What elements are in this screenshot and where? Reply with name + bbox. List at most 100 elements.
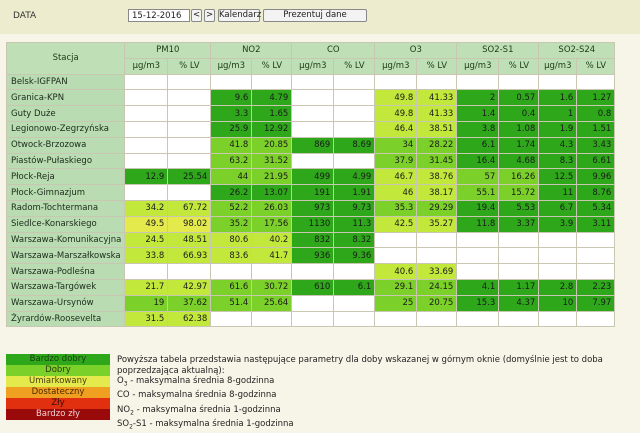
date-field[interactable]: 15-12-2016 <box>128 9 190 22</box>
measurement-cell <box>167 136 212 154</box>
calendar-button[interactable]: Kalendarz <box>218 9 262 22</box>
measurement-cell: 499 <box>291 168 335 186</box>
unit-header: % LV <box>333 57 376 75</box>
show-data-button[interactable]: Prezentuj dane <box>263 9 367 22</box>
measurement-cell <box>167 184 212 201</box>
measurement-cell: 46.4 <box>374 120 418 138</box>
unit-header: % LV <box>167 57 212 75</box>
station-name: Warszawa-Marszałkowska <box>5 247 126 265</box>
measurement-cell: 44 <box>210 168 253 186</box>
description-item: NO2 - maksymalna średnia 1-godzinna <box>117 405 632 419</box>
measurement-cell: 25.64 <box>251 294 293 312</box>
pollutant-header: SO2-S24 <box>538 42 616 59</box>
measurement-cell: 35.2 <box>210 215 253 233</box>
measurement-cell: 25 <box>374 294 418 312</box>
station-name: Siedlce-Konarskiego <box>5 215 126 233</box>
measurement-cell: 9.6 <box>210 89 253 107</box>
unit-header: µg/m3 <box>456 57 500 75</box>
table-row: Żyrardów-Roosevelta 31.5 62.38 <box>5 310 616 328</box>
measurement-cell <box>416 231 458 249</box>
station-name: Belsk-IGFPAN <box>5 73 126 91</box>
measurement-cell <box>498 231 540 249</box>
table-row: Otwock-Brzozowa 41.8 20.85 869 8.69 34 28.22 6.… <box>5 136 616 154</box>
measurement-cell: 37.62 <box>167 294 212 312</box>
measurement-cell <box>167 105 212 122</box>
measurement-cell: 3.8 <box>456 120 500 138</box>
legend-item: Bardzo zły <box>6 409 110 420</box>
measurement-cell: 8.69 <box>333 136 376 154</box>
parameter-description: - maksymalna średnia 1-godzinna <box>133 404 281 415</box>
table-row: Legionowo-Zegrzyńska 25.9 12.92 46.4 38.51 3.… <box>5 120 616 138</box>
measurement-cell <box>416 73 458 91</box>
measurement-cell: 34.2 <box>124 199 169 217</box>
pollutant-header-row: Stacja PM10 NO2 CO O3 SO2-S1 SO2-S24 <box>5 42 616 75</box>
unit-header: µg/m3 <box>124 57 169 75</box>
measurement-cell <box>374 73 418 91</box>
measurement-cell: 46 <box>374 184 418 201</box>
measurement-cell: 3.9 <box>538 215 578 233</box>
legend-item: Zły <box>6 398 110 409</box>
measurement-cell: 13.07 <box>251 184 293 201</box>
measurement-cell: 1.17 <box>498 278 540 296</box>
table-row: Warszawa-Marszałkowska 33.8 66.93 83.6 41.7 9… <box>5 247 616 265</box>
station-name: Radom-Tochtermana <box>5 199 126 217</box>
parameter-symbol: CO <box>117 390 130 401</box>
measurement-cell: 49.8 <box>374 89 418 107</box>
measurement-cell: 38.17 <box>416 184 458 201</box>
measurement-cell: 38.51 <box>416 120 458 138</box>
parameter-description: -S1 - maksymalna średnia 1-godzinna <box>132 419 294 430</box>
station-name: Warszawa-Targówek <box>5 278 126 296</box>
measurement-cell: 610 <box>291 278 335 296</box>
measurement-cell <box>291 263 335 280</box>
measurement-cell <box>333 263 376 280</box>
measurement-cell <box>291 152 335 170</box>
measurement-cell <box>333 105 376 122</box>
measurement-cell: 20.85 <box>251 136 293 154</box>
measurement-cell: 25.9 <box>210 120 253 138</box>
measurement-cell <box>538 247 578 265</box>
measurement-cell: 4.1 <box>456 278 500 296</box>
description-intro: Powyższa tabela przedstawia następujące … <box>117 355 603 376</box>
measurement-cell: 12.5 <box>538 168 578 186</box>
measurement-cell: 21.7 <box>124 278 169 296</box>
measurement-cell <box>538 310 578 328</box>
measurement-cell: 41.7 <box>251 247 293 265</box>
measurement-cell <box>333 89 376 107</box>
measurement-cell: 0.4 <box>498 105 540 122</box>
measurement-cell: 1.6 <box>538 89 578 107</box>
measurement-cell: 41.33 <box>416 105 458 122</box>
table-row: Belsk-IGFPAN <box>5 73 616 91</box>
measurement-cell <box>498 310 540 328</box>
measurement-cell <box>291 310 335 328</box>
next-day-button[interactable]: > <box>204 9 215 22</box>
measurement-cell: 62.38 <box>167 310 212 328</box>
parameter-description: - maksymalna średnia 8-godzinna <box>129 390 277 401</box>
measurement-cell: 9.73 <box>333 199 376 217</box>
measurement-cell <box>291 120 335 138</box>
description-item: SO2-S1 - maksymalna średnia 1-godzinna <box>117 419 632 433</box>
station-name: Żyrardów-Roosevelta <box>5 310 126 328</box>
measurement-cell: 34 <box>374 136 418 154</box>
measurement-cell: 41.8 <box>210 136 253 154</box>
measurement-cell <box>167 89 212 107</box>
table-row: Warszawa-Podleśna 40.6 33.69 <box>5 263 616 280</box>
measurement-cell <box>291 73 335 91</box>
description: Powyższa tabela przedstawia następujące … <box>117 355 632 433</box>
measurement-cell <box>576 310 616 328</box>
measurement-cell: 1.9 <box>538 120 578 138</box>
measurement-cell <box>374 310 418 328</box>
measurement-cell: 19.4 <box>456 199 500 217</box>
prev-day-button[interactable]: < <box>191 9 202 22</box>
measurement-cell <box>167 120 212 138</box>
measurement-cell: 26.03 <box>251 199 293 217</box>
measurement-cell: 38.76 <box>416 168 458 186</box>
measurement-cell <box>210 310 253 328</box>
measurement-cell: 191 <box>291 184 335 201</box>
measurement-cell: 66.93 <box>167 247 212 265</box>
unit-header: % LV <box>498 57 540 75</box>
measurement-cell: 973 <box>291 199 335 217</box>
table-row: Płock-Gimnazjum 26.2 13.07 191 1.91 46 38.17 55… <box>5 184 616 201</box>
station-name: Warszawa-Ursynów <box>5 294 126 312</box>
measurement-cell: 25.54 <box>167 168 212 186</box>
measurement-cell: 8.32 <box>333 231 376 249</box>
